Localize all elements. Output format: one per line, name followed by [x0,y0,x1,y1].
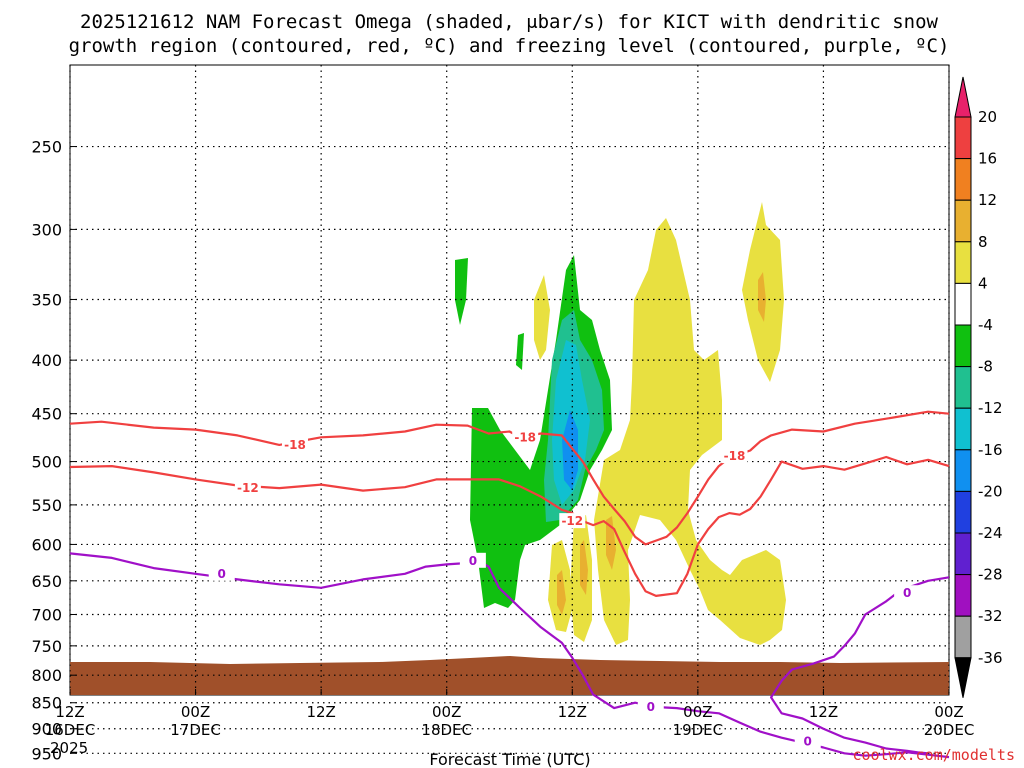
contour-line [69,410,950,546]
x-tick-label: 16DEC [45,721,96,739]
contour-line [69,455,950,598]
x-tick-label: 2025 [50,739,88,757]
x-tick-label: 00Z [181,703,210,721]
omega-shaded-region [594,218,786,645]
colorbar-swatch [954,490,972,534]
contour-label: -12 [237,481,259,495]
x-tick-label: 00Z [432,703,461,721]
y-tick-label: 300 [31,220,62,239]
x-tick-label: 12Z [306,703,335,721]
contour-label: 0 [804,735,812,749]
y-tick-label: 250 [31,138,62,157]
colorbar-swatch [954,407,972,451]
x-tick-label: 20DEC [924,721,975,739]
contour-label-background [794,733,821,749]
y-tick-label: 350 [31,290,62,309]
colorbar-swatch [954,116,972,160]
contour-label-background [459,552,486,568]
y-tick-label: 650 [31,572,62,591]
omega-shaded-region [557,570,566,615]
x-tick-label: 12Z [558,703,587,721]
x-tick-label: 12Z [809,703,838,721]
colorbar-label: -36 [978,649,1003,667]
colorbar-label: 16 [978,150,997,168]
colorbar-swatch [954,199,972,243]
x-tick-label: 19DEC [673,721,724,739]
contour-label: 0 [903,586,911,600]
y-tick-label: 800 [31,666,62,685]
x-axis-label: Forecast Time (UTC) [429,750,590,768]
colorbar-swatch [954,366,972,409]
x-tick-label: 17DEC [170,721,221,739]
colorbar-label: -28 [978,566,1003,584]
contour-label-background [559,513,586,529]
colorbar-bottom-arrow [954,657,972,698]
contour-label-background [894,585,921,601]
x-tick-label: 00Z [683,703,712,721]
y-tick-label: 950 [31,744,62,763]
colorbar-swatch [954,324,972,368]
omega-shaded-region [758,272,766,322]
colorbar: 20 16 12 8 4 -4 -8 -12 -16 -20 -24 -28 -32 -36 [954,76,1003,698]
colorbar-label: -16 [978,441,1003,459]
y-tick-label: 450 [31,405,62,424]
y-tick-label: 400 [31,351,62,370]
contour-label-background [637,698,664,714]
omega-shaded-region [455,258,468,325]
colorbar-swatch [954,282,972,326]
chart-title-line1: 2025121612 NAM Forecast Omega (shaded, μ… [80,11,938,33]
colorbar-top-arrow [954,76,972,118]
colorbar-swatch [954,449,972,492]
contour-label-background [281,436,308,452]
contour-label: 0 [647,700,655,714]
colorbar-swatch [954,615,972,659]
colorbar-label: -20 [978,482,1003,500]
colorbar-label: -12 [978,399,1003,417]
colorbar-label: 20 [978,108,997,126]
colorbar-label: -4 [978,316,993,334]
omega-shading [455,202,786,645]
contour-label-background [234,480,261,496]
x-tick-label: 12Z [55,703,84,721]
omega-shaded-region [562,410,578,490]
x-tick-label: 18DEC [421,721,472,739]
colorbar-label: -24 [978,524,1003,542]
colorbar-label: 4 [978,274,988,292]
colorbar-label: 12 [978,191,997,209]
y-tick-label: 750 [31,637,62,656]
colorbar-swatch [954,574,972,617]
y-tick-label: 500 [31,453,62,472]
terrain-surface [70,656,949,695]
contour-label-background [512,429,539,445]
chart-title-line2: growth region (contoured, red, ºC) and f… [69,35,950,57]
grid [69,65,950,754]
contour-label: -18 [514,430,536,444]
colorbar-swatch [954,532,972,576]
y-tick-label: 600 [31,535,62,554]
contour-line [769,576,950,755]
y-tick-label: 700 [31,605,62,624]
y-axis: 250 300 350 400 450 500 550 600 650 700 750 800 850 9… [21,138,76,768]
contour-label-background [208,565,235,581]
colorbar-label: -8 [978,358,993,376]
contour-label: 0 [218,567,226,581]
contour-label: -12 [561,514,583,528]
y-tick-label: 900 [31,720,62,739]
contour-label: -18 [724,449,746,463]
omega-shaded-region [534,275,550,360]
contour-label: 0 [469,554,477,568]
y-tick-label: 550 [31,496,62,515]
x-tick-label: 00Z [934,703,963,721]
y-tick-label: 850 [31,694,62,713]
contour-lines: -18 -18 -18 -12 -12 0 0 0 0 0 [69,410,950,759]
colorbar-swatch [954,241,972,284]
contour-label: -18 [284,438,306,452]
colorbar-label: 8 [978,233,988,251]
contour-label-background [721,448,748,464]
credit-text[interactable]: coolwx.com/modelts [852,746,1015,764]
colorbar-label: -32 [978,607,1003,625]
colorbar-swatch [954,158,972,201]
